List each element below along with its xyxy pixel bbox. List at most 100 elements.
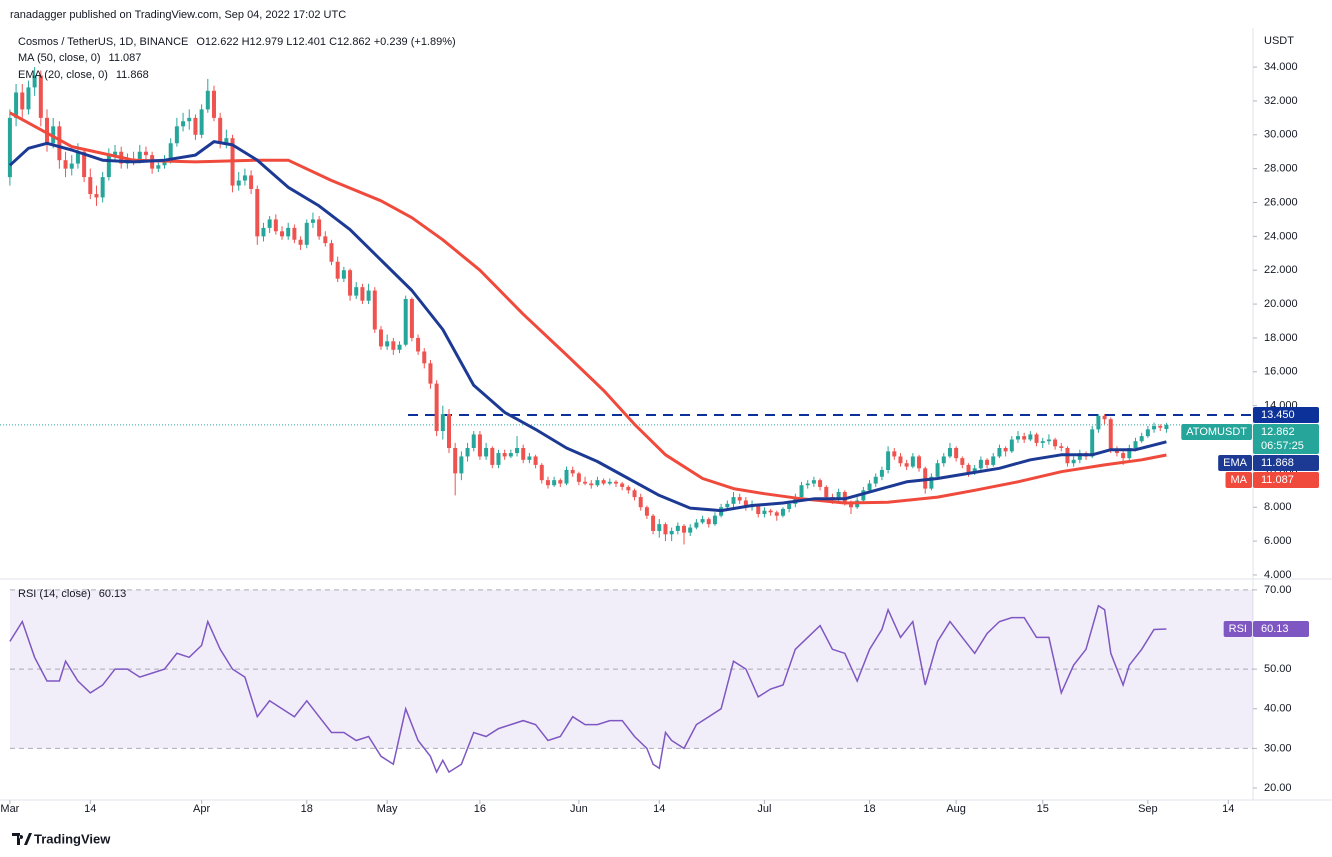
y-tick-label: 6.000 [1264,535,1292,547]
candle-body [978,459,983,469]
rsi-line [9,604,1167,774]
candle-body [360,287,365,301]
candle-body [100,177,105,198]
candle-body [910,456,915,467]
candle-body [533,456,538,465]
candle-body [477,434,482,457]
candle-body [26,87,31,110]
price-pane [0,67,1253,545]
y-tick-label: 26.000 [1264,196,1298,208]
candle-body [174,126,179,144]
candle-body [242,175,247,181]
candle-body [762,510,767,515]
candle-body [731,497,736,504]
candle-body [861,490,866,501]
candle-body [991,456,996,465]
candle-body [539,464,544,481]
candle-body [564,469,569,484]
candle-body [1090,429,1095,457]
candle-body [490,447,495,465]
candle-body [521,447,526,460]
candle-body [1071,459,1076,464]
x-tick-label: May [377,803,398,815]
candle-body [780,508,785,516]
y-tick-label: 50.00 [1264,663,1292,675]
candle-body [1133,441,1138,448]
series-tag-label: MA [1231,474,1248,486]
candle-body [502,453,507,457]
candle-body [743,500,748,508]
series-tag [1181,423,1252,440]
candle-body [917,456,922,469]
candle-body [181,121,186,127]
candle-body [849,502,854,508]
candle-body [651,515,656,531]
candle-body [496,453,501,465]
moving-average-line [8,140,1167,513]
candle-body [82,151,87,178]
candle-body [595,480,600,486]
candle-body [712,515,717,525]
candle-body [558,480,563,484]
candle-body [168,143,173,161]
candle-body [675,525,680,531]
candle-body [335,261,340,279]
candle-body [403,299,408,345]
candle-body [644,507,649,516]
candle-body [199,109,204,135]
price-tag [1253,471,1319,488]
candle-body [218,117,223,144]
candle-body [304,222,309,245]
rsi-pane [9,589,1253,774]
candle-body [20,92,25,110]
candle-body [1003,447,1008,452]
candle-body [1059,446,1064,448]
x-tick-label: 14 [1222,803,1234,815]
y-tick-label: 30.00 [1264,742,1292,754]
series-tag-label: EMA [1223,457,1248,469]
candle-body [447,414,452,448]
published-note: ranadagger published on TradingView.com,… [10,9,346,21]
candle-body [706,519,711,525]
legend-value: 11.868 [116,69,149,81]
candle-body [904,463,909,467]
y-tick-label: 8.000 [1264,501,1292,513]
candle-body [156,165,161,169]
candle-body [527,456,532,460]
x-tick-label: Mar [0,803,19,815]
candle-body [1022,436,1027,440]
candle-body [1158,425,1163,428]
candle-body [842,491,847,503]
candle-body [366,290,371,301]
y-tick-label: 40.00 [1264,703,1292,715]
candle-body [1040,441,1045,443]
x-tick-label: 16 [474,803,486,815]
candle-body [14,92,19,118]
candle-body [484,447,489,457]
candle-body [805,483,810,486]
legend-value: 11.087 [109,52,142,64]
candle-body [94,194,99,198]
candle-body [317,219,322,237]
candle-body [143,151,148,156]
candle-body [960,458,965,465]
candle-body [267,219,272,228]
candle-body [286,227,291,237]
legend-indicator: RSI (14, close) [18,588,91,600]
legend-ohlc: O12.622 H12.979 L12.401 C12.862 +0.239 (… [196,36,455,48]
candle-body [552,480,557,486]
candle-body [867,483,872,491]
candle-body [935,463,940,477]
candle-body [737,497,742,501]
candle-body [1127,447,1132,459]
candle-body [663,524,668,535]
price-tag [1253,621,1309,638]
candle-body [372,290,377,330]
y-tick-label: 4.000 [1264,569,1292,581]
candle-body [453,447,458,474]
candle-body [638,497,643,508]
y-tick-label: 32.000 [1264,95,1298,107]
